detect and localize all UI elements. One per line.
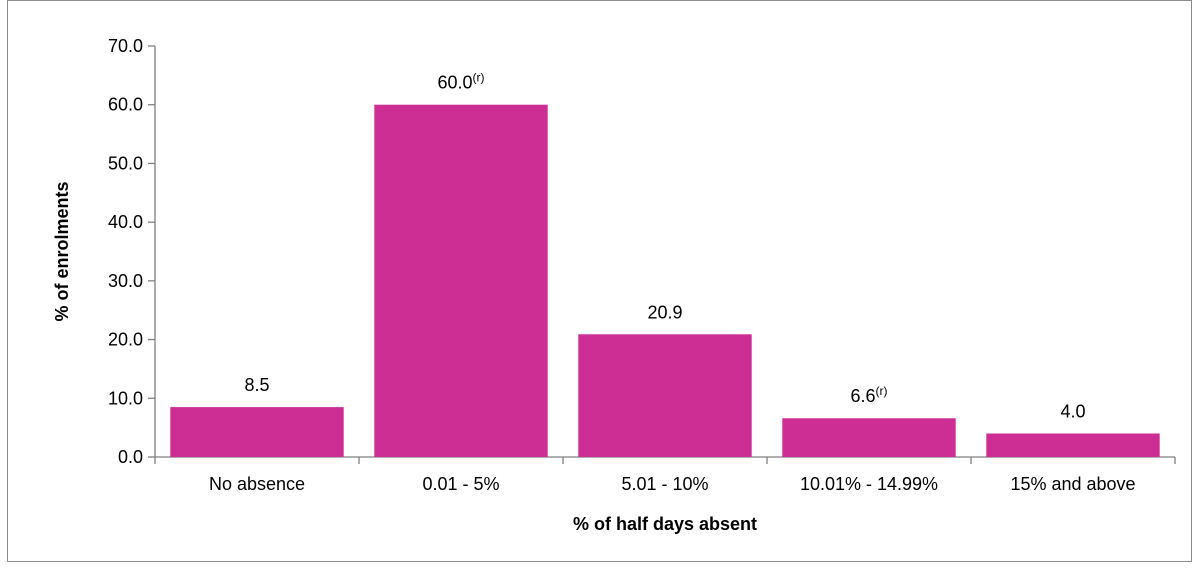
y-tick-label: 60.0: [108, 95, 143, 115]
x-tick-label: No absence: [209, 474, 305, 494]
data-label-note: (r): [876, 384, 888, 398]
data-label-value: 60.0: [437, 73, 472, 93]
y-tick-label: 70.0: [108, 36, 143, 56]
bars: [170, 104, 1160, 457]
y-tick-label: 50.0: [108, 153, 143, 173]
data-label: 6.6(r): [850, 384, 887, 406]
y-tick-label: 0.0: [118, 447, 143, 467]
data-label-value: 8.5: [244, 375, 269, 395]
data-label: 4.0: [1060, 402, 1085, 422]
data-labels: 8.560.0(r)20.96.6(r)4.0: [244, 71, 1085, 422]
y-axis-title: % of enrolments: [52, 181, 72, 321]
bar: [170, 407, 344, 457]
bar: [374, 104, 548, 457]
y-tick-label: 10.0: [108, 388, 143, 408]
data-label-value: 6.6: [850, 386, 875, 406]
bar: [986, 433, 1160, 457]
x-tick-label: 5.01 - 10%: [621, 474, 708, 494]
x-tick-label: 0.01 - 5%: [422, 474, 499, 494]
x-axis: No absence 0.01 - 5% 5.01 - 10% 10.01% - 14…: [154, 456, 1176, 494]
data-label: 60.0(r): [437, 71, 484, 93]
bar: [782, 418, 956, 457]
data-label-value: 20.9: [647, 302, 682, 322]
y-tick-label: 20.0: [108, 330, 143, 350]
x-axis-title: % of half days absent: [573, 514, 757, 534]
data-label-value: 4.0: [1060, 402, 1085, 422]
y-axis: 0.0 10.0 20.0 30.0 40.0 50.0 60.0 70.0: [108, 36, 156, 467]
data-label: 8.5: [244, 375, 269, 395]
bar: [578, 334, 752, 457]
y-tick-label: 40.0: [108, 212, 143, 232]
y-tick-label: 30.0: [108, 271, 143, 291]
data-label: 20.9: [647, 302, 682, 322]
x-tick-label: 15% and above: [1010, 474, 1135, 494]
data-label-note: (r): [473, 71, 485, 85]
x-tick-label: 10.01% - 14.99%: [800, 474, 938, 494]
chart-frame: [7, 0, 1192, 562]
